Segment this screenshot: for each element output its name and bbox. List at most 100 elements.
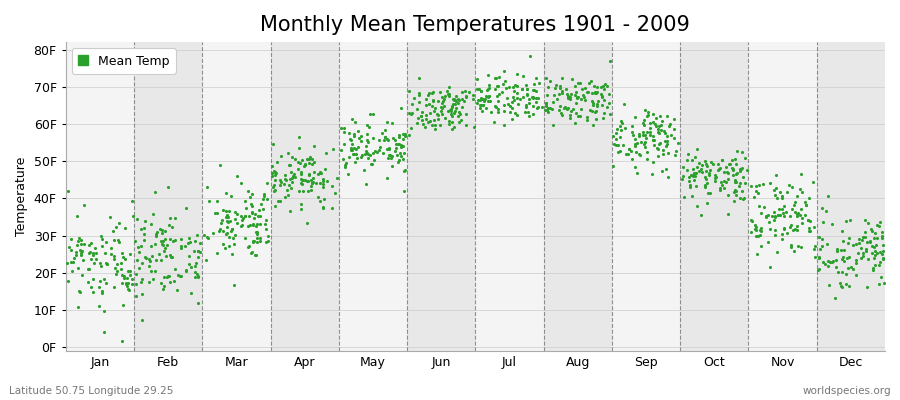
Point xyxy=(351,144,365,150)
Point xyxy=(282,182,296,188)
Point xyxy=(267,182,282,189)
Point xyxy=(826,258,841,264)
Point xyxy=(583,78,598,84)
Point xyxy=(248,252,263,258)
Point xyxy=(234,213,248,220)
Point xyxy=(680,167,694,173)
Point xyxy=(830,245,844,252)
Point xyxy=(539,103,554,110)
Point xyxy=(585,107,599,114)
Point xyxy=(834,284,849,290)
Point xyxy=(863,238,878,245)
Point xyxy=(429,111,444,117)
Point xyxy=(767,209,781,216)
Point xyxy=(510,112,525,118)
Point xyxy=(634,139,648,146)
Point xyxy=(570,89,584,95)
Point xyxy=(436,103,451,109)
Point xyxy=(497,68,511,74)
Point xyxy=(518,102,533,108)
Point xyxy=(850,240,864,247)
Point xyxy=(772,206,787,212)
Point xyxy=(607,141,621,147)
Bar xyxy=(134,42,202,351)
Point xyxy=(228,216,242,222)
Point xyxy=(854,236,868,243)
Point xyxy=(643,132,657,138)
Point xyxy=(539,106,554,113)
Point xyxy=(543,78,557,84)
Point xyxy=(608,136,623,142)
Point xyxy=(821,263,835,270)
Point xyxy=(382,152,396,158)
Point xyxy=(84,284,98,290)
Point xyxy=(721,192,735,198)
Point xyxy=(241,188,256,194)
Point xyxy=(365,161,380,167)
Point xyxy=(88,256,103,262)
Point xyxy=(824,221,839,228)
Point xyxy=(768,232,782,238)
Point xyxy=(526,81,541,88)
Point xyxy=(145,253,159,260)
Point xyxy=(503,103,517,109)
Point xyxy=(221,214,236,220)
Point xyxy=(813,254,827,261)
Point xyxy=(72,235,86,241)
Point xyxy=(312,170,327,176)
Point xyxy=(446,110,461,116)
Point xyxy=(561,105,575,112)
Point xyxy=(411,75,426,82)
Point xyxy=(635,119,650,126)
Point xyxy=(157,283,171,289)
Point xyxy=(761,239,776,246)
Point xyxy=(516,73,530,79)
Point xyxy=(270,159,284,165)
Point xyxy=(578,96,592,103)
Point xyxy=(554,90,569,96)
Point xyxy=(311,171,326,177)
Point xyxy=(441,83,455,90)
Point xyxy=(556,104,571,111)
Point xyxy=(786,226,800,233)
Point xyxy=(234,222,248,228)
Point xyxy=(426,89,440,95)
Point xyxy=(109,224,123,230)
Point xyxy=(350,128,365,134)
Point xyxy=(451,113,465,120)
Point xyxy=(695,168,709,175)
Point xyxy=(554,112,569,118)
Point xyxy=(292,188,306,195)
Point xyxy=(444,108,458,114)
Point xyxy=(313,180,328,186)
Point xyxy=(803,228,817,235)
Point xyxy=(775,195,789,202)
Point xyxy=(654,118,669,124)
Point xyxy=(651,146,665,152)
Point xyxy=(135,290,149,297)
Point xyxy=(114,259,129,266)
Point xyxy=(293,206,308,212)
Point xyxy=(398,133,412,139)
Point xyxy=(427,116,441,123)
Point xyxy=(257,221,272,227)
Point xyxy=(786,206,800,212)
Point xyxy=(864,225,878,232)
Point xyxy=(84,240,98,246)
Point xyxy=(164,254,178,260)
Point xyxy=(243,222,257,228)
Point xyxy=(752,203,766,209)
Point xyxy=(365,150,380,156)
Point xyxy=(452,109,466,115)
Point xyxy=(808,243,823,250)
Point xyxy=(396,143,410,150)
Point xyxy=(776,210,790,216)
Point xyxy=(488,86,502,92)
Point xyxy=(113,266,128,272)
Point xyxy=(410,120,424,127)
Point xyxy=(138,254,152,260)
Point xyxy=(491,109,506,116)
Point xyxy=(404,111,419,117)
Point xyxy=(698,174,712,180)
Point xyxy=(225,251,239,258)
